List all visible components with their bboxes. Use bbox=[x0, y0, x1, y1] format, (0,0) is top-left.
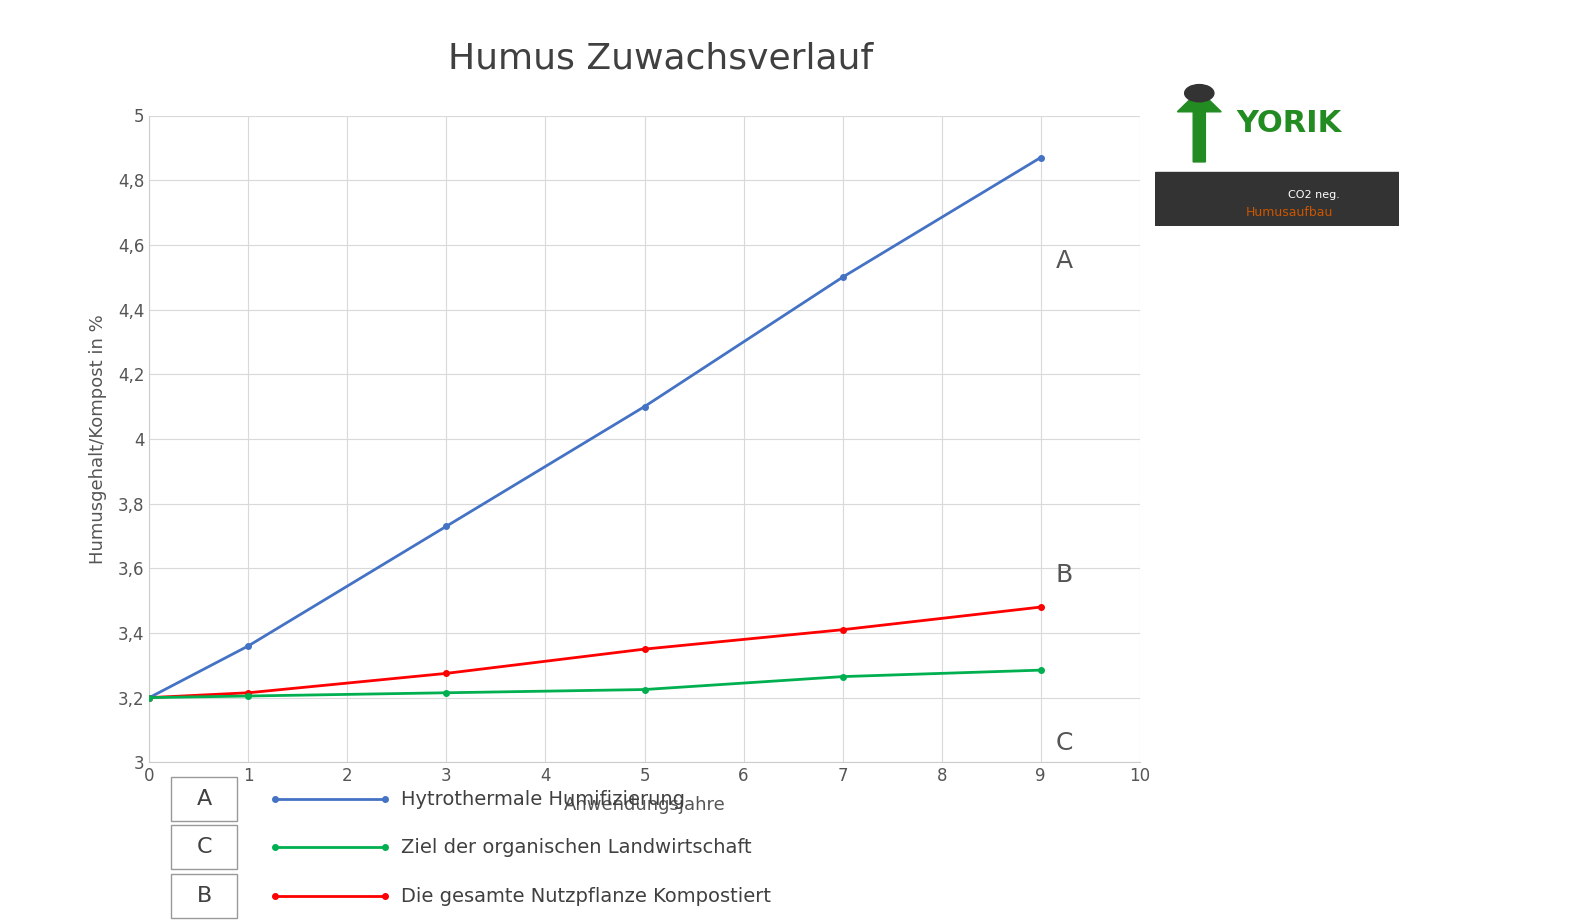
Text: Humus Zuwachsverlauf: Humus Zuwachsverlauf bbox=[448, 42, 872, 76]
Text: B: B bbox=[1055, 563, 1072, 587]
Text: B: B bbox=[196, 886, 212, 906]
Text: CO2 neg.: CO2 neg. bbox=[1287, 189, 1339, 200]
Text: Humusaufbau: Humusaufbau bbox=[1245, 206, 1333, 219]
Text: Hytrothermale Humifizierung: Hytrothermale Humifizierung bbox=[401, 790, 685, 808]
Text: A: A bbox=[196, 789, 212, 809]
FancyArrow shape bbox=[1177, 91, 1221, 162]
X-axis label: Anwendungsjahre: Anwendungsjahre bbox=[564, 796, 725, 814]
Text: Ziel der organischen Landwirtschaft: Ziel der organischen Landwirtschaft bbox=[401, 838, 751, 857]
Text: C: C bbox=[1055, 731, 1074, 755]
Bar bbox=[1155, 172, 1399, 226]
Circle shape bbox=[1185, 85, 1214, 102]
Text: Die gesamte Nutzpflanze Kompostiert: Die gesamte Nutzpflanze Kompostiert bbox=[401, 887, 770, 906]
Text: C: C bbox=[196, 837, 212, 857]
Text: YORIK: YORIK bbox=[1237, 109, 1342, 138]
Y-axis label: Humusgehalt/Kompost in %: Humusgehalt/Kompost in % bbox=[88, 314, 107, 564]
Text: A: A bbox=[1055, 249, 1072, 273]
